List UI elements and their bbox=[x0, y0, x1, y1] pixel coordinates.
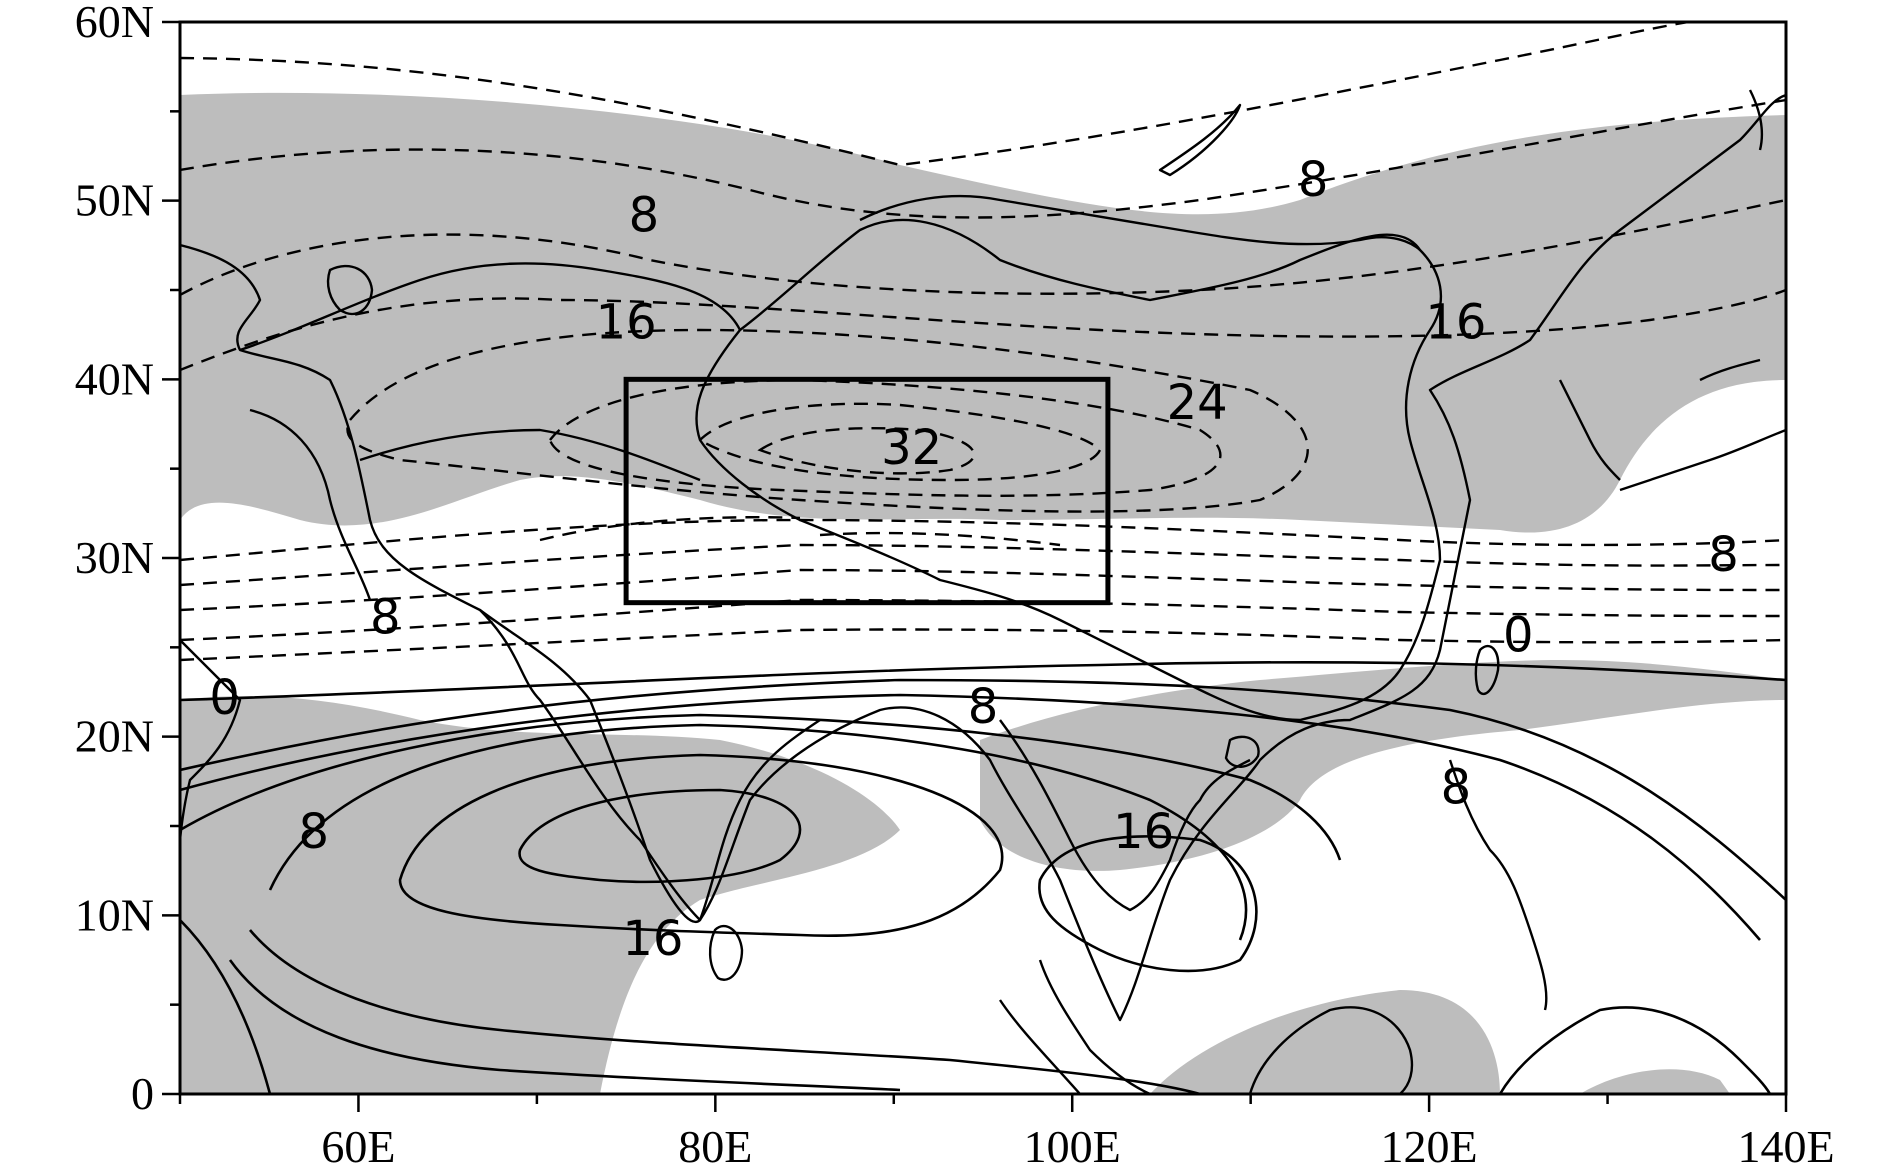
y-tick-label: 20N bbox=[75, 711, 154, 762]
solid-contour-16a bbox=[398, 753, 1004, 937]
y-tick-label: 10N bbox=[75, 889, 154, 940]
coastline-sumatra bbox=[999, 999, 1081, 1094]
shaded-region-north bbox=[180, 92, 1786, 533]
contour-label: 8 bbox=[629, 188, 660, 244]
y-tick-label: 50N bbox=[75, 175, 154, 226]
border-kazakh bbox=[239, 262, 742, 352]
y-tick-label: 30N bbox=[75, 532, 154, 583]
contour-label: 0 bbox=[209, 670, 240, 726]
coastline-arabia bbox=[180, 639, 242, 841]
contour-label: 24 bbox=[1167, 375, 1228, 431]
coastline-asia bbox=[180, 93, 1786, 1022]
dashed-contour-b bbox=[180, 98, 1786, 219]
contour-label: 32 bbox=[881, 420, 942, 476]
coastline-taiwan bbox=[1474, 644, 1500, 696]
shaded-regions bbox=[180, 92, 1786, 1094]
coastline-borneo bbox=[1248, 1006, 1414, 1094]
solid-contour-8c bbox=[180, 713, 1342, 861]
dashed-contour-c bbox=[180, 198, 1786, 297]
x-tick-label: 60E bbox=[321, 1121, 395, 1172]
region-box bbox=[623, 376, 1111, 606]
contour-label: 8 bbox=[1708, 527, 1739, 583]
coastline-korea bbox=[1558, 379, 1621, 481]
contour-label: 8 bbox=[370, 590, 401, 646]
dashed-contour-i bbox=[180, 518, 1786, 562]
contour-label: 8 bbox=[1298, 152, 1329, 208]
contour-label: 16 bbox=[622, 911, 683, 967]
solid-contours bbox=[180, 660, 1786, 1094]
x-tick-label: 120E bbox=[1381, 1121, 1478, 1172]
solid-contour-8a bbox=[180, 678, 1786, 901]
axis-labels: 60N 50N 40N 30N 20N 10N 0 60E 80E 100E 120E 140E bbox=[75, 0, 1835, 1172]
contour-label: 0 bbox=[1503, 607, 1534, 663]
axis-ticks bbox=[162, 20, 1788, 1112]
coastline-malay bbox=[1038, 959, 1151, 1094]
solid-contour-east-a bbox=[1498, 1006, 1772, 1094]
dashed-contour-e bbox=[346, 328, 1309, 513]
contour-label: 8 bbox=[299, 804, 330, 860]
contour-label: 16 bbox=[1425, 295, 1486, 351]
x-tick-label: 80E bbox=[678, 1121, 752, 1172]
solid-contour-south-b bbox=[228, 959, 901, 1092]
contour-label: 16 bbox=[1113, 804, 1174, 860]
shaded-region-south bbox=[180, 660, 1786, 1094]
dashed-contour-l bbox=[180, 598, 1786, 642]
border-china bbox=[695, 218, 1443, 722]
coastline-sakhalin bbox=[1748, 89, 1764, 151]
dashed-contour-m bbox=[180, 628, 1786, 662]
dashed-contour-d bbox=[180, 288, 1786, 372]
solid-contour-12 bbox=[268, 723, 1248, 941]
dashed-contour-j bbox=[180, 543, 1786, 587]
solid-contour-outer-w bbox=[180, 919, 272, 1094]
solid-contour-0 bbox=[180, 660, 1786, 702]
dashed-contours bbox=[180, 22, 1786, 662]
contour-label: 8 bbox=[968, 679, 999, 735]
solid-contour-south-a bbox=[249, 929, 1201, 1094]
solid-contour-16c bbox=[1038, 835, 1258, 973]
y-tick-label: 60N bbox=[75, 0, 154, 47]
contour-label: 16 bbox=[596, 295, 657, 351]
y-tick-label: 40N bbox=[75, 353, 154, 404]
coastline-indochina bbox=[999, 719, 1251, 912]
coastline-india bbox=[479, 609, 821, 924]
coastline-srilanka bbox=[708, 924, 744, 981]
coastline-japan bbox=[1619, 358, 1786, 492]
contour-labels: 8 8 16 16 24 32 8 8 0 0 8 8 8 16 16 bbox=[209, 152, 1738, 967]
x-tick-label: 140E bbox=[1737, 1121, 1834, 1172]
coastline-hainan bbox=[1224, 735, 1260, 768]
border-iran bbox=[249, 408, 372, 601]
dashed-contour-h bbox=[757, 426, 976, 475]
dashed-contour-a bbox=[180, 22, 1696, 167]
solid-contour-16b bbox=[518, 788, 802, 884]
coastline-caspian bbox=[326, 264, 374, 316]
dashed-contour-k bbox=[180, 568, 1786, 612]
border-mongolia bbox=[859, 194, 1421, 251]
dashed-contour-n bbox=[539, 515, 1061, 547]
y-tick-label: 0 bbox=[131, 1068, 154, 1119]
border-central bbox=[359, 428, 701, 482]
contour-label: 8 bbox=[1441, 759, 1472, 815]
solid-contour-8b bbox=[180, 693, 1761, 941]
x-tick-label: 100E bbox=[1024, 1121, 1121, 1172]
coastline-baikal bbox=[1158, 103, 1242, 177]
coastlines bbox=[180, 89, 1786, 1094]
coastline-philippines bbox=[1448, 759, 1548, 1011]
